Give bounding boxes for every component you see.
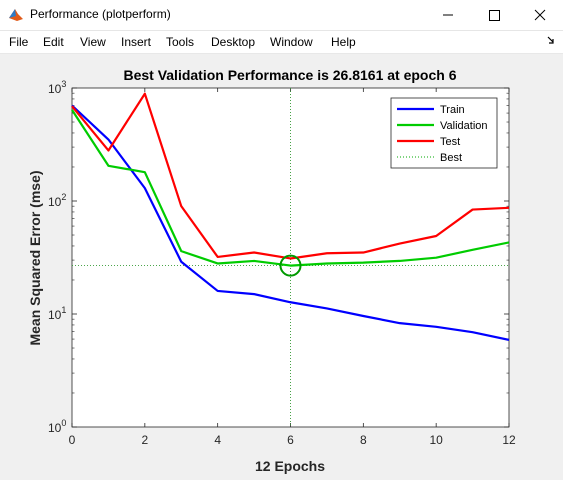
series-line-test xyxy=(71,92,510,260)
x-tick-label: 6 xyxy=(287,433,294,447)
maximize-icon[interactable] xyxy=(471,0,517,30)
menu-insert[interactable]: Insert xyxy=(121,35,152,49)
x-tick-label: 12 xyxy=(502,433,516,447)
legend-label: Test xyxy=(440,136,460,148)
legend-label: Train xyxy=(440,104,465,116)
menu-desktop[interactable]: Desktop xyxy=(211,35,256,49)
y-tick-label: 100 xyxy=(48,418,66,435)
menu-file[interactable]: File xyxy=(9,35,29,49)
y-tick-label: 103 xyxy=(48,79,66,96)
window-title: Performance (plotperform) xyxy=(30,7,171,21)
chart-title: Best Validation Performance is 26.8161 a… xyxy=(123,67,456,83)
series-line-validation xyxy=(71,109,510,267)
x-tick-label: 10 xyxy=(429,433,443,447)
menu-window[interactable]: Window xyxy=(270,35,313,49)
dock-arrow-icon[interactable] xyxy=(547,36,555,46)
legend-label: Validation xyxy=(440,120,488,132)
minimize-icon[interactable] xyxy=(425,0,471,30)
y-tick-label: 101 xyxy=(48,305,66,322)
legend: Train Validation Test Best xyxy=(390,97,498,169)
y-tick-label: 102 xyxy=(48,192,66,209)
matlab-icon xyxy=(9,9,23,21)
menu-tools[interactable]: Tools xyxy=(166,35,195,49)
best-marker xyxy=(279,254,302,277)
y-axis-label: Mean Squared Error (mse) xyxy=(27,170,43,345)
menu-edit[interactable]: Edit xyxy=(43,35,64,49)
x-tick-label: 8 xyxy=(360,433,367,447)
x-tick-label: 4 xyxy=(214,433,221,447)
series-line-train xyxy=(71,104,510,341)
x-axis-label: 12 Epochs xyxy=(255,458,325,474)
close-icon[interactable] xyxy=(517,0,563,30)
title-bar: Performance (plotperform) xyxy=(0,0,563,31)
x-tick-label: 2 xyxy=(141,433,148,447)
x-tick-label: 0 xyxy=(69,433,76,447)
menu-help[interactable]: Help xyxy=(331,35,356,49)
performance-plot[interactable]: Best Validation Performance is 26.8161 a… xyxy=(0,54,563,476)
menu-bar: File Edit View Insert Tools Desktop Wind… xyxy=(0,31,563,54)
legend-label: Best xyxy=(440,152,462,164)
menu-view[interactable]: View xyxy=(80,35,106,49)
figure-area: Best Validation Performance is 26.8161 a… xyxy=(0,54,563,476)
